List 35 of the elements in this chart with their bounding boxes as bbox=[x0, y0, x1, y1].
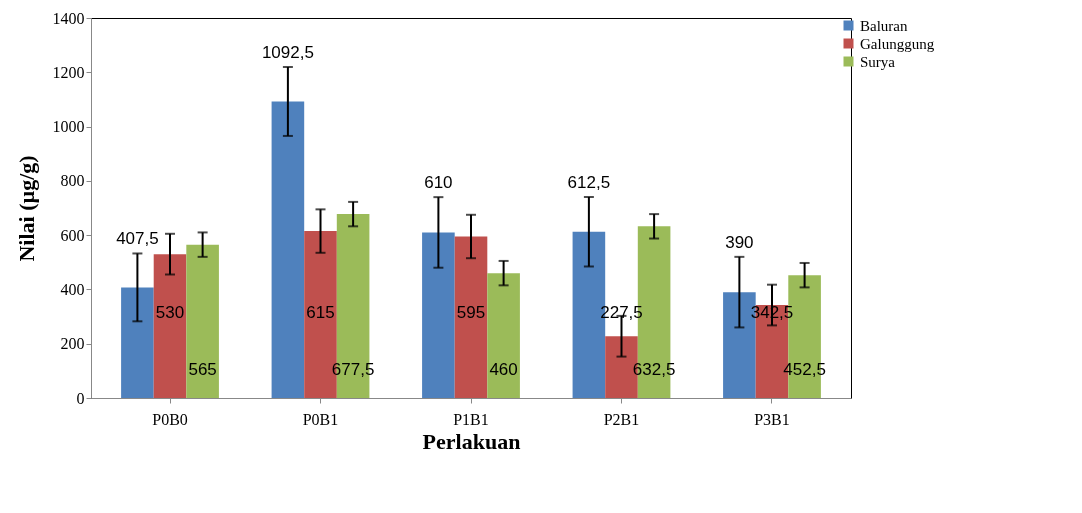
y-tick-label: 800 bbox=[60, 172, 85, 190]
legend-label: Galunggung bbox=[860, 35, 935, 52]
data-label: 460 bbox=[489, 360, 518, 379]
y-tick-label: 400 bbox=[60, 280, 85, 298]
y-tick-label: 1200 bbox=[52, 63, 85, 81]
data-label: 595 bbox=[456, 303, 486, 322]
bar bbox=[121, 287, 154, 398]
y-tick-label: 0 bbox=[76, 389, 85, 407]
data-label: 1092,5 bbox=[261, 42, 314, 62]
y-tick-label: 600 bbox=[60, 226, 85, 244]
data-label: 390 bbox=[725, 232, 754, 252]
x-tick-label: P0B1 bbox=[302, 410, 339, 428]
x-axis-title: Perlakuan bbox=[422, 428, 521, 454]
y-tick-label: 1400 bbox=[52, 9, 85, 27]
x-tick-label: P1B1 bbox=[453, 410, 489, 428]
bar bbox=[422, 232, 455, 398]
x-tick-label: P2B1 bbox=[603, 410, 640, 428]
x-tick-label: P3B1 bbox=[754, 410, 790, 428]
x-tick-label: P0B0 bbox=[152, 410, 188, 428]
legend-label: Baluran bbox=[860, 17, 908, 34]
data-label: 407,5 bbox=[116, 229, 159, 249]
data-label: 530 bbox=[155, 303, 185, 322]
bar bbox=[186, 244, 219, 398]
bar bbox=[487, 273, 520, 398]
bar bbox=[153, 254, 187, 398]
data-label: 610 bbox=[424, 173, 453, 193]
data-label: 565 bbox=[188, 360, 217, 379]
y-axis-title: Nilai (µg/g) bbox=[13, 155, 39, 262]
bar bbox=[454, 236, 488, 398]
data-label: 612,5 bbox=[567, 173, 611, 193]
y-tick-label: 200 bbox=[60, 335, 85, 353]
legend-label: Surya bbox=[860, 53, 896, 70]
bar bbox=[271, 101, 305, 398]
y-tick-label: 1000 bbox=[52, 118, 85, 136]
data-label: 615 bbox=[306, 303, 335, 322]
